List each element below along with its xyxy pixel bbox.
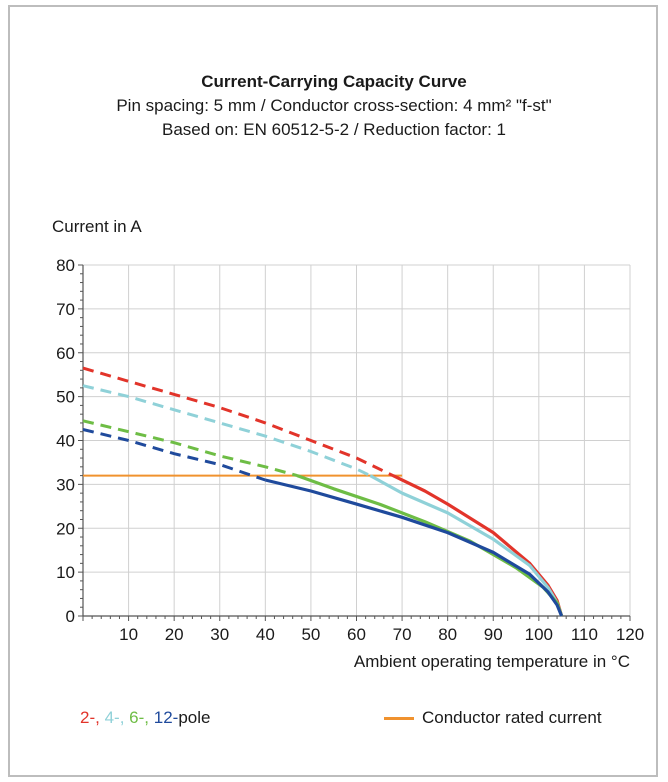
legend-pole-6: 6-, (129, 708, 149, 727)
legend-rated-label: Conductor rated current (422, 708, 602, 727)
y-tick-label: 20 (56, 519, 75, 538)
x-tick-label: 60 (347, 625, 366, 644)
y-tick-label: 50 (56, 388, 75, 407)
legend-rated-swatch (384, 716, 414, 720)
legend-pole-4: 4-, (104, 708, 125, 727)
y-tick-label: 40 (56, 432, 75, 451)
series-6-pole-dashed-line (82, 419, 298, 478)
series-2-pole-dashed-line (82, 366, 394, 477)
series-12-pole-solid-line (264, 478, 564, 617)
series-6-pole-solid-line (296, 474, 564, 617)
x-tick-label: 70 (393, 625, 412, 644)
legend-pole-suffix: pole (178, 708, 211, 727)
chart-subtitle-2: Based on: EN 60512-5-2 / Reduction facto… (162, 120, 506, 139)
y-axis-label: Current in A (52, 217, 142, 236)
x-tick-label: 30 (210, 625, 229, 644)
series-12-pole-dashed-line (82, 428, 266, 482)
y-tick-label: 70 (56, 300, 75, 319)
y-tick-label: 60 (56, 344, 75, 363)
x-tick-label: 100 (525, 625, 553, 644)
legend-pole-2: 2-, (80, 708, 100, 727)
x-tick-label: 20 (165, 625, 184, 644)
chart-title: Current-Carrying Capacity Curve (201, 72, 467, 91)
series-4-pole-dashed-line (82, 384, 371, 477)
y-tick-label: 30 (56, 475, 75, 494)
chart-frame (8, 5, 658, 777)
x-tick-label: 90 (484, 625, 503, 644)
x-tick-label: 110 (571, 625, 598, 644)
x-axis-label: Ambient operating temperature in °C (353, 652, 630, 671)
y-tick-label: 0 (66, 607, 75, 626)
x-tick-label: 40 (256, 625, 275, 644)
legend-rated-current: Conductor rated current (384, 708, 602, 728)
series-4-pole-solid-line (369, 474, 564, 617)
y-tick-label: 10 (56, 563, 75, 582)
legend-poles: 2-, 4-, 6-, 12-pole (80, 708, 210, 728)
x-tick-label: 80 (438, 625, 457, 644)
legend-pole-12: 12- (153, 708, 179, 727)
x-tick-label: 120 (616, 625, 644, 644)
chart-titles: Current-Carrying Capacity Curve Pin spac… (0, 70, 668, 142)
x-tick-label: 50 (301, 625, 320, 644)
chart-subtitle-1: Pin spacing: 5 mm / Conductor cross-sect… (116, 96, 552, 115)
x-tick-label: 10 (119, 625, 138, 644)
y-tick-label: 80 (56, 256, 75, 275)
